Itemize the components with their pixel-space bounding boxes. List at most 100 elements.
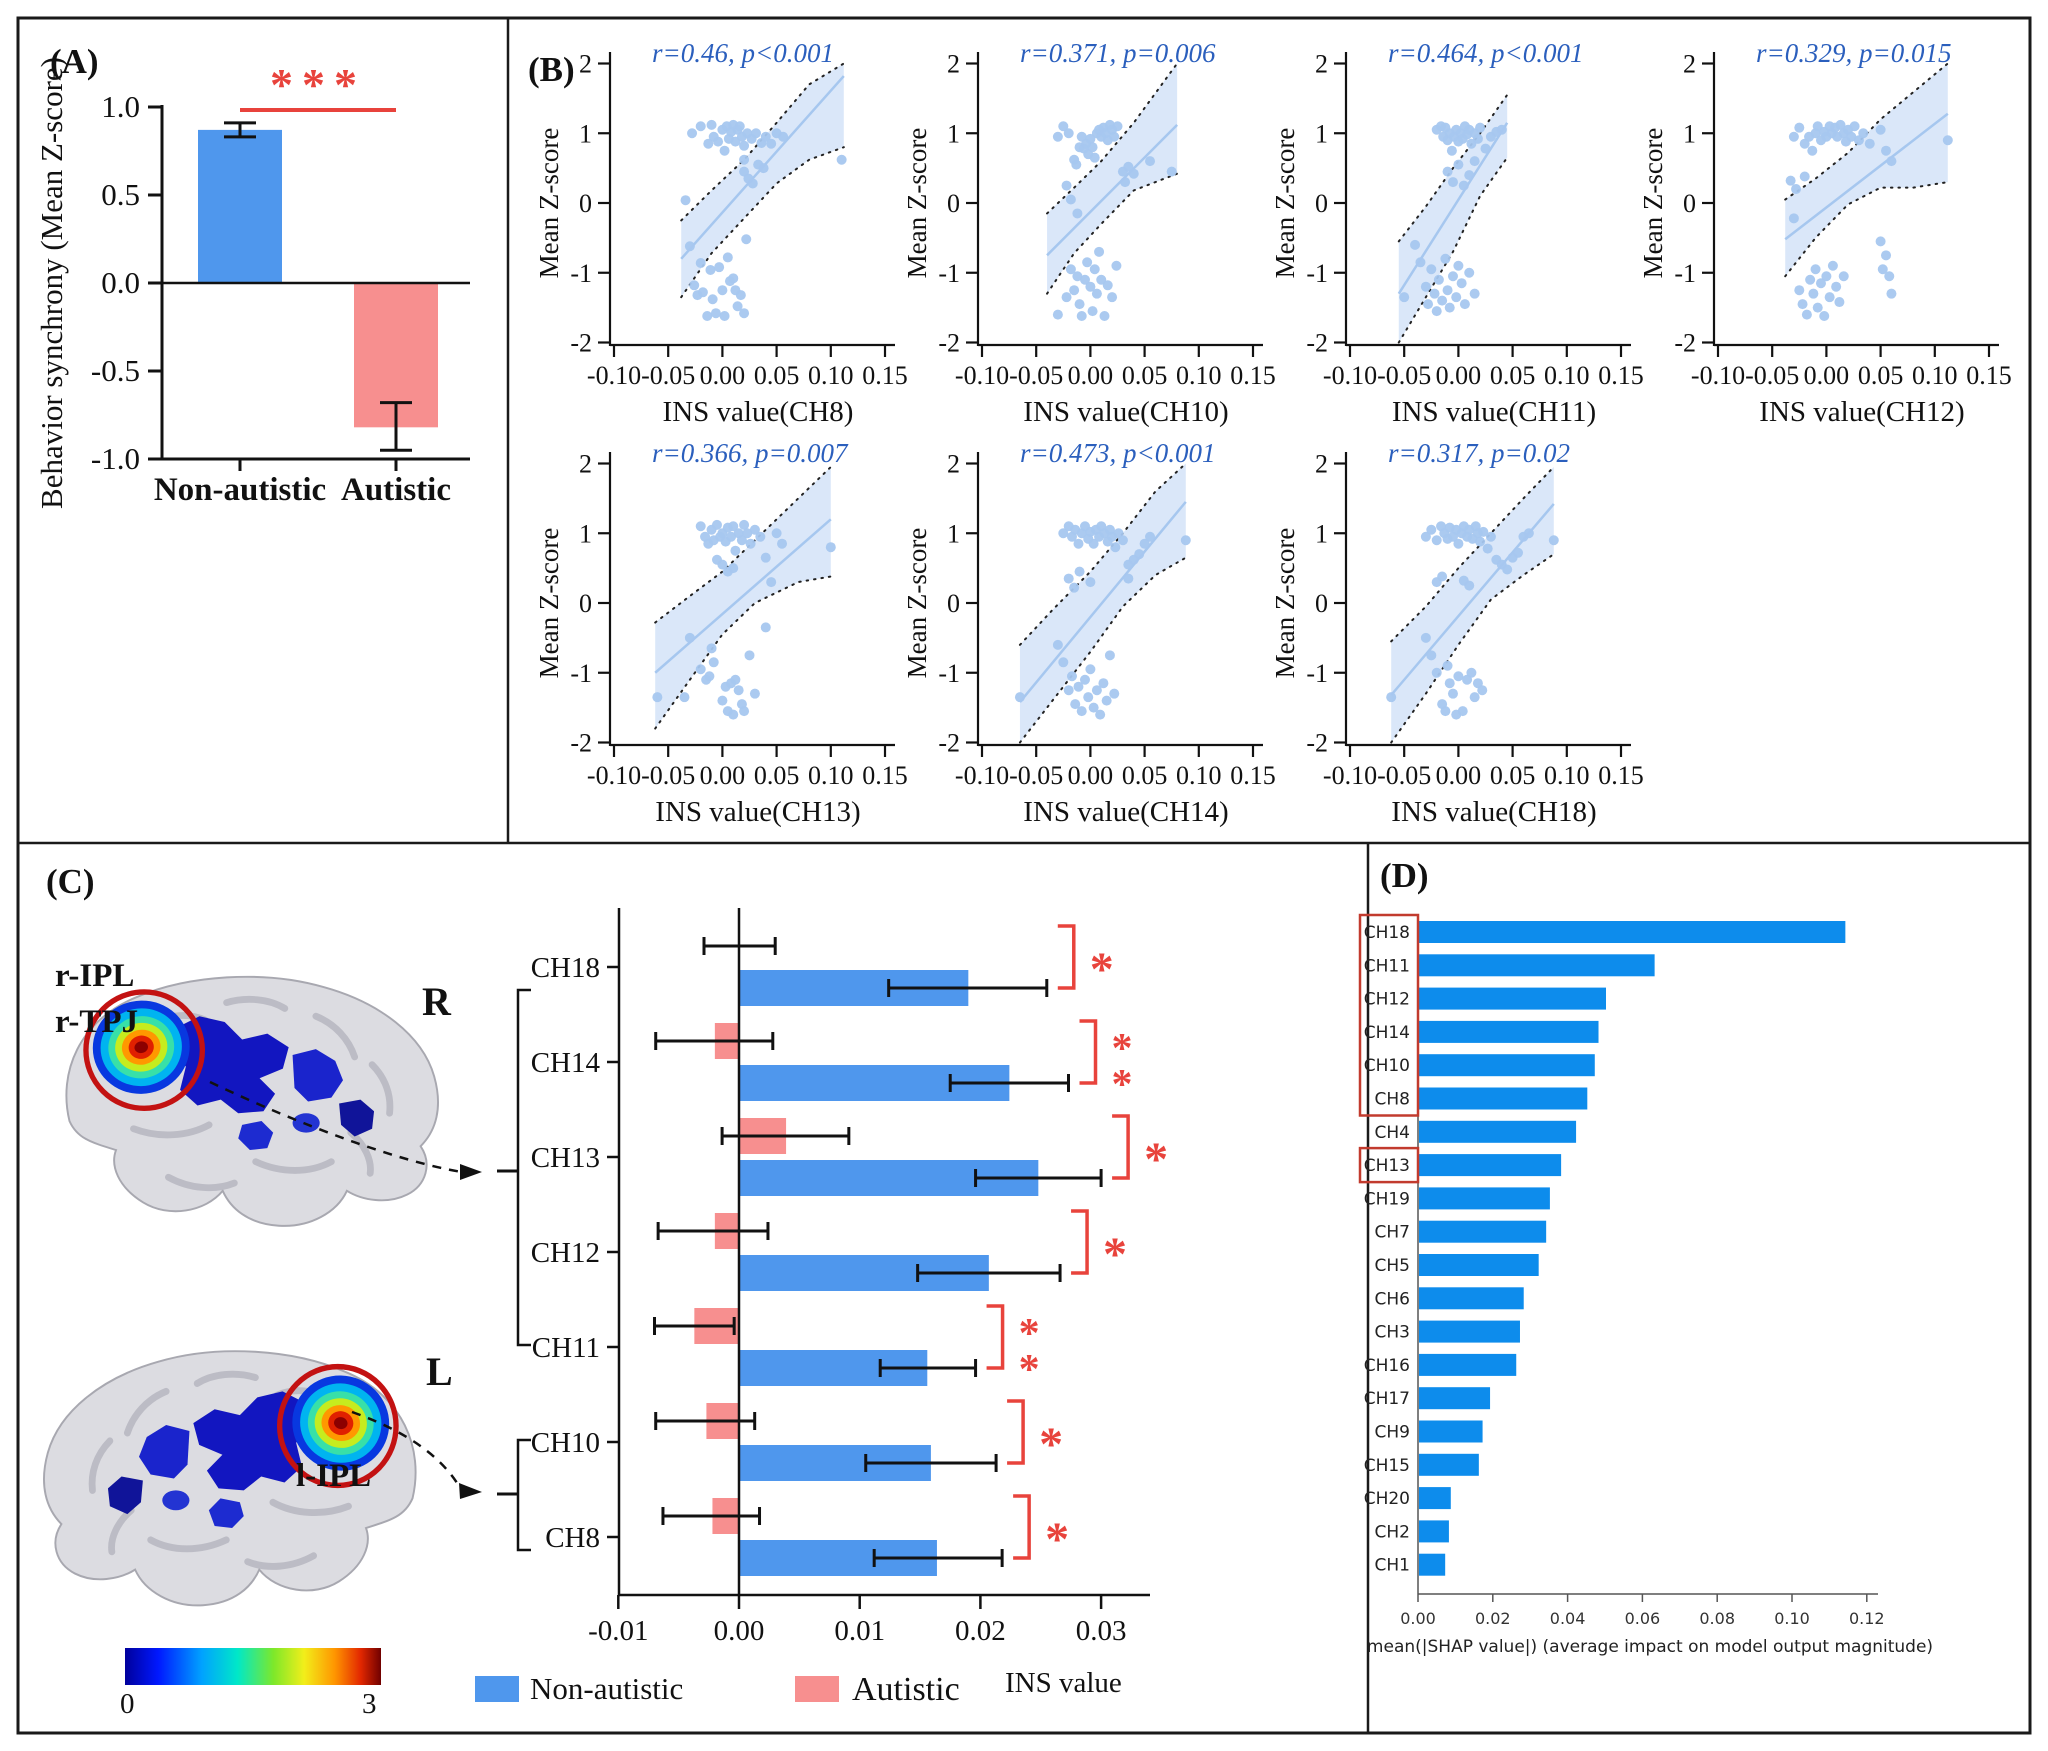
- shap-label: CH6: [1375, 1289, 1410, 1309]
- scatter-point: [1794, 285, 1805, 296]
- x-tick-label: -0.01: [588, 1615, 648, 1647]
- correlation-stats: r=0.329, p=0.015: [1756, 38, 1951, 68]
- scatter-point: [1808, 288, 1819, 299]
- x-tick-label: -0.05: [1377, 361, 1431, 390]
- shap-label: CH3: [1375, 1323, 1410, 1343]
- scatter-point: [1058, 528, 1069, 539]
- scatter-point: [741, 234, 752, 245]
- scatter-point: [679, 692, 690, 703]
- scatter-point: [1469, 156, 1480, 167]
- channel-label: CH11: [532, 1332, 600, 1364]
- sig-star: *: [1045, 1513, 1069, 1566]
- y-tick-label: 0: [1683, 189, 1696, 218]
- y-tick-label: -0.5: [91, 353, 140, 388]
- scatter-point: [1827, 260, 1838, 271]
- scatter-point: [717, 695, 728, 706]
- scatter-point: [1104, 650, 1115, 661]
- shap-bar-CH2: [1419, 1520, 1449, 1543]
- scatter-point: [1875, 236, 1886, 247]
- panel-d-chart: CH18 CH11 CH12 CH14 CH10 CH8 CH4 CH13 CH19 CH7 CH5…: [1358, 913, 1933, 1657]
- scatter-point: [728, 709, 739, 720]
- scatter-point: [1444, 302, 1455, 313]
- scatter-point: [1475, 536, 1486, 547]
- shap-label: CH4: [1375, 1123, 1410, 1143]
- scatter-point: [760, 552, 771, 563]
- y-tick-label: 0.0: [101, 265, 140, 300]
- x-axis-label: mean(|SHAP value|) (average impact on mo…: [1367, 1637, 1933, 1657]
- confidence-band: [655, 466, 831, 729]
- panel-a-label: (A): [50, 42, 99, 81]
- scatter-point: [1074, 299, 1085, 310]
- scatter-point: [710, 308, 721, 319]
- x-tick-label: 0.05: [754, 761, 800, 790]
- x-tick-label: 0.10: [808, 361, 854, 390]
- sig-bracket: [1007, 1399, 1025, 1465]
- y-tick-label: -2: [1306, 329, 1328, 358]
- scatter-point: [1386, 692, 1397, 703]
- scatter-point: [760, 622, 771, 633]
- brain-sulcus: [193, 1370, 259, 1387]
- colorbar: [125, 1648, 381, 1685]
- scatter-point: [1472, 133, 1483, 144]
- panel-a-chart: *** 1.0 0.5 0.0 -0.5 -1.0 Non-autistic Autistic…: [34, 57, 470, 509]
- scatter-point: [728, 521, 739, 532]
- x-tick-label: 0.10: [808, 761, 854, 790]
- scatter-point: [1812, 121, 1823, 132]
- scatter-point: [1061, 292, 1072, 303]
- scatter-point: [1061, 180, 1072, 191]
- channel-label: CH18: [531, 952, 600, 984]
- y-axis-label: Behavior synchrony (Mean Z-score): [34, 57, 69, 509]
- scatter-point: [1423, 299, 1434, 310]
- x-tick-label: 0.15: [1230, 361, 1276, 390]
- brain-sulcus: [269, 1498, 352, 1517]
- y-tick-label: 2: [1315, 450, 1328, 479]
- scatter-point: [1063, 128, 1074, 139]
- scatter-point: [1453, 538, 1464, 549]
- scatter-point: [1128, 168, 1139, 179]
- confidence-band: [1398, 94, 1508, 343]
- scatter-point: [1063, 573, 1074, 584]
- scatter-point: [1849, 121, 1860, 132]
- scatter-point: [1819, 310, 1830, 321]
- x-tick-label: -0.10: [1691, 361, 1745, 390]
- band-border: [1397, 156, 1509, 344]
- scatter-point: [1437, 295, 1448, 306]
- x-category-label: Autistic: [341, 472, 451, 508]
- brain-right-hemisphere: [65, 975, 439, 1227]
- shap-bar-CH15: [1419, 1453, 1479, 1476]
- scatter-point: [1824, 292, 1835, 303]
- scatter-point: [1447, 688, 1458, 699]
- scatter-point: [758, 163, 769, 174]
- y-tick-label: -2: [1306, 729, 1328, 758]
- scatter-point: [1052, 639, 1063, 650]
- sig-star: *: [1144, 1133, 1168, 1186]
- y-tick-label: 2: [1315, 50, 1328, 79]
- scatter-point: [1091, 685, 1102, 696]
- region-label-r-tpj: r-TPJ: [55, 1004, 139, 1040]
- colorbar-max-label: 3: [362, 1688, 377, 1720]
- brain-left-hemisphere: [43, 1350, 417, 1607]
- scatter-point: [713, 136, 724, 147]
- x-tick-label: 0.00: [1068, 761, 1114, 790]
- band-border: [1397, 93, 1509, 243]
- highlight-box-group1: [1358, 913, 1420, 1117]
- sig-star: *: [1039, 1418, 1063, 1471]
- y-axis-label: Mean Z-score: [902, 528, 932, 679]
- scatter-point: [1072, 208, 1083, 219]
- scatter-point: [735, 290, 746, 301]
- shap-label: CH13: [1364, 1156, 1410, 1176]
- y-tick-label: -2: [570, 329, 592, 358]
- brain-sulcus: [252, 1158, 335, 1174]
- scatter-point: [728, 273, 739, 284]
- scatter-point: [1475, 122, 1486, 133]
- activation-patch: [339, 1099, 375, 1137]
- scatter-point: [1120, 177, 1131, 188]
- brain-sulcus: [147, 1536, 230, 1553]
- scatter-point: [1821, 271, 1832, 282]
- activation-patch: [238, 1120, 274, 1151]
- scatter-point: [747, 178, 758, 189]
- scatter-point: [722, 252, 733, 263]
- scatter-point: [1123, 161, 1134, 172]
